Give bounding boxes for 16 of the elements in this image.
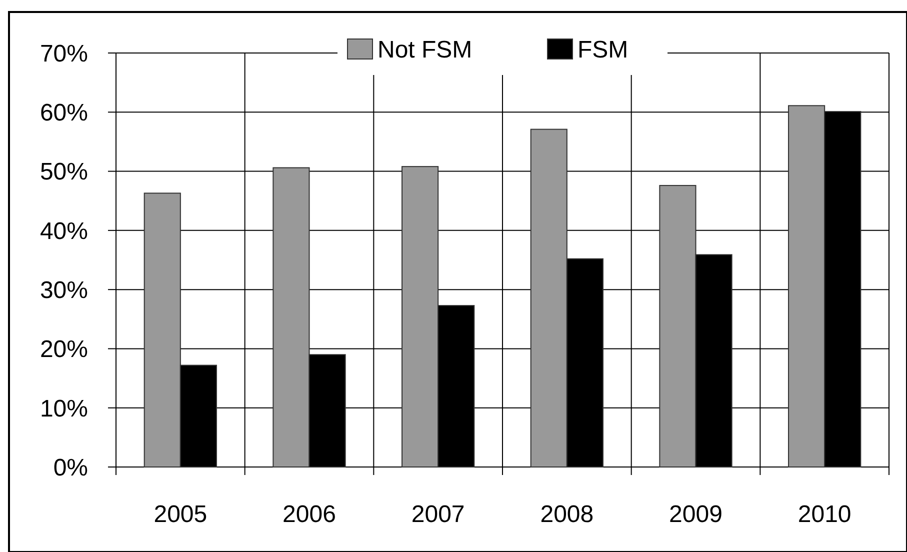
legend-label: FSM [578,36,628,64]
y-tick-label: 60% [40,100,88,127]
x-tick-label: 2010 [798,501,852,528]
y-tick-label: 70% [40,40,88,68]
x-tick-label: 2007 [411,501,465,528]
x-tick-label: 2005 [154,501,208,528]
x-tick-label: 2008 [540,501,594,528]
legend-label: Not FSM [378,36,472,64]
y-tick-label: 40% [40,218,88,245]
x-tick-label: 2009 [669,501,722,528]
y-tick-label: 50% [40,158,88,186]
y-tick-label: 30% [40,276,88,304]
y-tick-label: 10% [40,395,88,422]
y-tick-label: 0% [53,454,88,482]
x-tick-label: 2006 [282,501,336,528]
y-tick-label: 20% [40,336,88,364]
